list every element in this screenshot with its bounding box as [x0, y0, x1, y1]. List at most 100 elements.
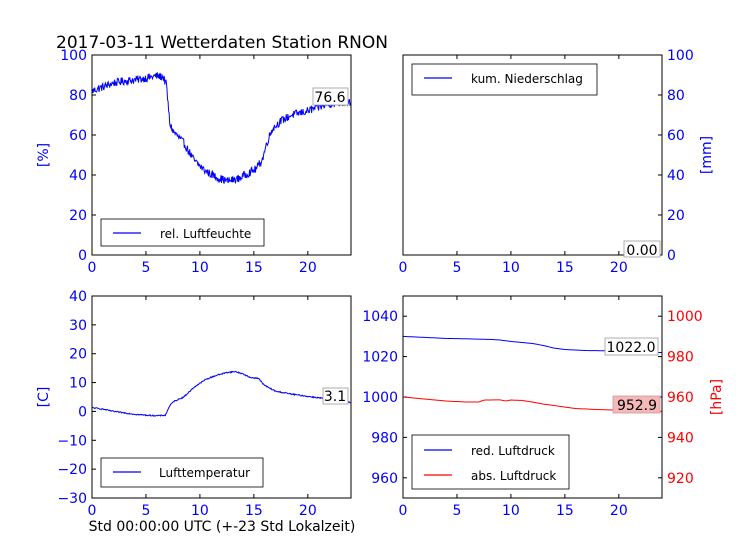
precip-frame — [402, 54, 663, 256]
pressure-panel: [hPa] 0 5 10 15 20 960 980 1000 1020 1040 920 940 96… — [362, 295, 725, 519]
precip-readout-value: 0.00 — [626, 243, 657, 259]
temperature-readout-value: 3.1 — [324, 389, 346, 405]
precip-y-tick-label: 60 — [667, 128, 685, 144]
humidity-y-tick-label: 20 — [69, 208, 87, 224]
temperature-x-tick-label: 15 — [245, 503, 263, 519]
pressure-readout-red: 1022.0 — [604, 337, 659, 356]
precip-readout: 0.00 — [623, 240, 661, 259]
humidity-y-tick-label: 80 — [69, 88, 87, 104]
humidity-y-tick-label: 40 — [69, 168, 87, 184]
pressure-legend-label-red: red. Luftdruck — [471, 444, 555, 458]
temperature-y-tick-label: 40 — [69, 289, 87, 305]
precip-x-tick-label: 5 — [452, 260, 461, 276]
pressure-readout-red-value: 1022.0 — [607, 340, 656, 356]
humidity-legend-label: rel. Luftfeuchte — [160, 227, 251, 241]
precip-x-tick-label: 15 — [556, 260, 574, 276]
humidity-x-tick-label: 0 — [88, 260, 97, 276]
precip-x-tick-label: 0 — [399, 260, 408, 276]
pressure-legend: red. Luftdruck abs. Luftdruck — [411, 434, 570, 490]
pressure-readout-abs-box — [612, 395, 661, 414]
figure-title: 2017-03-11 Wetterdaten Station RNON — [56, 33, 388, 53]
temperature-x-tick-label: 5 — [141, 503, 150, 519]
pressure-y2-tick-label: 960 — [667, 390, 694, 406]
pressure-legend-box — [411, 434, 570, 490]
temperature-plot-area — [91, 370, 352, 417]
pressure-x-tick-label: 15 — [556, 503, 574, 519]
precip-y-tick-label: 40 — [667, 168, 685, 184]
pressure-y-tick-label: 1000 — [362, 390, 398, 406]
precip-legend: kum. Niederschlag — [411, 63, 598, 96]
temperature-y-tick-label: −20 — [57, 462, 87, 478]
temperature-readout: 3.1 — [322, 387, 349, 405]
humidity-x-tick-label: 20 — [299, 260, 317, 276]
precip-y-tick-label: 100 — [667, 48, 694, 64]
pressure-y-tick-label: 1040 — [362, 309, 398, 325]
temperature-x-tick-label: 20 — [299, 503, 317, 519]
pressure-x-tick-label: 10 — [502, 503, 520, 519]
precip-panel: [mm] 0 5 10 15 20 0 20 40 60 80 100 kum. Niedersch… — [399, 48, 715, 276]
humidity-readout-box — [312, 87, 349, 106]
x-axis-label: Std 00:00:00 UTC (+-23 Std Lokalzeit) — [89, 519, 356, 535]
humidity-legend: rel. Luftfeuchte — [100, 218, 265, 247]
precip-y-tick-label: 0 — [667, 248, 676, 264]
pressure-x-tick-label: 0 — [399, 503, 408, 519]
humidity-readout-value: 76.6 — [314, 90, 345, 106]
temperature-y-tick-label: −10 — [57, 433, 87, 449]
precip-ticks: 0 5 10 15 20 0 20 40 60 80 100 — [399, 48, 694, 276]
humidity-x-tick-label: 5 — [141, 260, 150, 276]
humidity-ticks: 0 5 10 15 20 0 20 40 60 80 100 — [60, 48, 316, 276]
temperature-frame — [91, 295, 352, 499]
temperature-series-line-0 — [91, 370, 352, 417]
temperature-y-label: [C] — [36, 387, 52, 408]
pressure-y-tick-label: 960 — [371, 471, 398, 487]
pressure-x-tick-label: 5 — [452, 503, 461, 519]
pressure-y2-tick-label: 940 — [667, 430, 694, 446]
humidity-x-tick-label: 10 — [191, 260, 209, 276]
temperature-x-tick-label: 0 — [88, 503, 97, 519]
precip-y-tick-label: 80 — [667, 88, 685, 104]
temperature-legend-label: Lufttemperatur — [159, 466, 250, 480]
precip-readout-box — [623, 240, 661, 258]
pressure-y-tick-label: 1020 — [362, 350, 398, 366]
temperature-y-tick-label: 20 — [69, 347, 87, 363]
humidity-panel: [%] 0 5 10 15 20 0 20 40 60 80 100 rel. Luftfeucht… — [36, 48, 352, 276]
temperature-y-tick-label: 30 — [69, 318, 87, 334]
precip-legend-label: kum. Niederschlag — [471, 72, 583, 86]
temperature-legend-box — [100, 457, 264, 488]
precip-legend-box — [411, 63, 598, 96]
precip-y-tick-label: 20 — [667, 208, 685, 224]
humidity-y-label: [%] — [36, 143, 52, 167]
pressure-legend-label-abs: abs. Luftdruck — [471, 469, 556, 483]
humidity-y-tick-label: 0 — [78, 248, 87, 264]
temperature-x-tick-label: 10 — [191, 503, 209, 519]
humidity-y-tick-label: 100 — [60, 48, 87, 64]
precip-x-tick-label: 10 — [502, 260, 520, 276]
humidity-series-line-0 — [91, 72, 352, 184]
pressure-y2-tick-label: 980 — [667, 350, 694, 366]
temperature-ticks: 0 5 10 15 20 −30 −20 −10 0 10 20 30 40 — [57, 289, 316, 519]
temperature-readout-box — [322, 387, 349, 405]
pressure-x-tick-label: 20 — [610, 503, 628, 519]
pressure-readout-abs: 952.9 — [612, 395, 661, 414]
pressure-readout-abs-value: 952.9 — [617, 398, 657, 414]
pressure-y2-label: [hPa] — [709, 379, 725, 415]
humidity-x-tick-label: 15 — [245, 260, 263, 276]
humidity-y-tick-label: 60 — [69, 128, 87, 144]
pressure-ticks: 0 5 10 15 20 960 980 1000 1020 1040 920 940 960 980 10… — [362, 296, 703, 519]
pressure-y2-tick-label: 920 — [667, 471, 694, 487]
humidity-frame — [91, 54, 352, 256]
pressure-readout-red-box — [604, 337, 659, 356]
humidity-plot-area — [91, 72, 352, 184]
temperature-legend: Lufttemperatur — [100, 457, 264, 488]
temperature-y-tick-label: 10 — [69, 376, 87, 392]
humidity-readout: 76.6 — [312, 87, 349, 106]
precip-y-label: [mm] — [699, 136, 715, 174]
pressure-frame — [402, 295, 663, 499]
precip-x-tick-label: 20 — [610, 260, 628, 276]
pressure-y-tick-label: 980 — [371, 430, 398, 446]
temperature-y-tick-label: −30 — [57, 491, 87, 507]
temperature-y-tick-label: 0 — [78, 404, 87, 420]
pressure-y2-tick-label: 1000 — [667, 309, 703, 325]
temperature-panel: [C] 0 5 10 15 20 −30 −20 −10 0 10 20 30 40 Lufttempe… — [36, 289, 352, 519]
